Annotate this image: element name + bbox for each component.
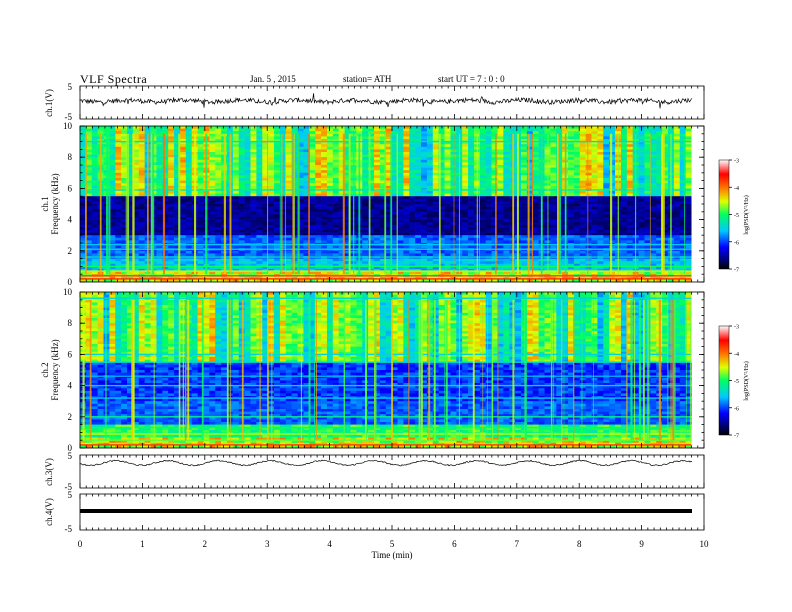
x-tick-label: 4 — [327, 539, 332, 549]
freq-tick-label: 10 — [63, 287, 73, 297]
ch3-waveform-line — [79, 459, 693, 467]
ch1-spectrogram-ylabel: Frequency (kHz) — [50, 173, 60, 234]
freq-tick-label: 0 — [68, 277, 73, 287]
freq-tick-label: 4 — [68, 215, 73, 225]
freq-tick-label: 10 — [63, 121, 73, 131]
ch1-spectrogram-ylabel-channel: ch.1 — [40, 196, 50, 211]
chart-title: VLF Spectra — [80, 72, 148, 86]
x-tick-label: 3 — [265, 539, 270, 549]
colorbar-tick-label: -7 — [734, 268, 739, 274]
start-time-label: start UT = 7 : 0 : 0 — [438, 74, 505, 84]
x-tick-label: 10 — [700, 539, 710, 549]
colorbar-tick-label: -4 — [734, 186, 739, 192]
colorbar-tick-label: -6 — [734, 240, 739, 246]
ch1-ytick-bottom: -5 — [65, 112, 73, 122]
ch4-waveform-ylabel: ch.4(V) — [44, 498, 54, 526]
x-tick-label: 0 — [78, 539, 83, 549]
ch1-waveform-ylabel: ch.1(V) — [44, 89, 54, 117]
ch3-waveform-ylabel: ch.3(V) — [44, 458, 54, 486]
ch2-colorbar-label: log(PSD(V²/Hz) — [743, 361, 750, 400]
freq-tick-label: 2 — [68, 246, 73, 256]
ch3-waveform-panel: 5 -5 ch.3(V) — [44, 451, 705, 492]
x-tick-label: 5 — [390, 539, 395, 549]
ch1-colorbar — [718, 159, 730, 270]
colorbar-tick-label: -6 — [734, 406, 739, 412]
freq-tick-label: 4 — [68, 381, 73, 391]
date-label: Jan. 5 , 2015 — [250, 74, 296, 84]
ch1-waveform-panel: 5 -5 ch.1(V) — [44, 82, 705, 122]
ch3-ytick-bottom: -5 — [65, 482, 73, 492]
colorbar-tick-label: -7 — [734, 434, 739, 440]
freq-tick-label: 0 — [68, 443, 73, 453]
freq-tick-label: 8 — [68, 318, 73, 328]
ch1-spectrogram-image — [80, 126, 704, 283]
ch2-spectrogram-ylabel: Frequency (kHz) — [50, 339, 60, 400]
ch4-ytick-top: 5 — [68, 490, 73, 500]
ch4-waveform-line — [80, 509, 692, 513]
station-label: station= ATH — [343, 74, 392, 84]
ch4-waveform-panel: 5 -5 ch.4(V) — [44, 490, 705, 534]
ch2-spectrogram-ylabel-channel: ch.2 — [40, 362, 50, 377]
freq-tick-label: 6 — [68, 183, 73, 193]
colorbar-tick-label: -5 — [734, 213, 739, 219]
ch2-spectrogram-image — [80, 292, 704, 449]
x-tick-label: 6 — [452, 539, 457, 549]
freq-tick-label: 8 — [68, 152, 73, 162]
freq-tick-label: 2 — [68, 412, 73, 422]
x-tick-label: 1 — [140, 539, 145, 549]
ch4-ytick-bottom: -5 — [65, 524, 73, 534]
ch1-ytick-top: 5 — [68, 82, 73, 92]
x-tick-label: 8 — [577, 539, 582, 549]
colorbar-tick-label: -4 — [734, 352, 739, 358]
ch1-waveform-line — [79, 93, 693, 109]
x-tick-label: 9 — [639, 539, 644, 549]
ch1-colorbar-label: log(PSD(V²/Hz) — [743, 195, 750, 234]
ch2-colorbar — [718, 325, 730, 436]
x-tick-label: 2 — [203, 539, 208, 549]
x-tick-label: 7 — [515, 539, 520, 549]
x-axis-label: Time (min) — [372, 550, 413, 560]
colorbar-tick-label: -3 — [734, 159, 739, 165]
colorbar-tick-label: -5 — [734, 379, 739, 385]
freq-tick-label: 6 — [68, 349, 73, 359]
ch3-ytick-top: 5 — [68, 451, 73, 461]
colorbar-tick-label: -3 — [734, 325, 739, 331]
